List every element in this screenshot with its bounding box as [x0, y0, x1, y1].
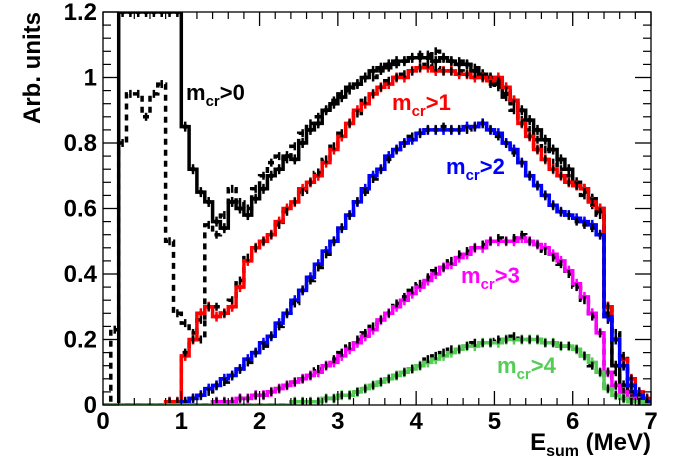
series-label-4: mcr>4	[497, 353, 557, 383]
series-layer	[103, 12, 651, 405]
series-0-sim-point	[221, 225, 227, 231]
series-0-sim-point	[542, 137, 548, 143]
series-3-data-line	[103, 232, 651, 405]
x-tick-label: 1	[175, 408, 188, 435]
series-0-sim-point	[292, 156, 298, 162]
series-3	[103, 230, 651, 405]
series-0-sim-point	[566, 166, 572, 172]
series-0-sim-point	[237, 205, 243, 212]
labels-layer: 0 1 2 3 4 5 6 7 0 0.2 0.4 0.6 0.8 1 1.2 Arb. units Esum …	[19, 0, 658, 460]
series-1-sim-point	[237, 284, 243, 290]
series-1-sim-point	[198, 310, 204, 316]
series-0-sim-point	[182, 124, 188, 130]
x-tick-label: 0	[96, 408, 109, 435]
series-0-sim-point	[534, 127, 541, 133]
series-2-simulation-line	[103, 121, 651, 405]
x-axis-title: Esum (MeV)	[530, 429, 651, 460]
y-tick-label: 0.6	[64, 196, 97, 223]
y-tick-label: 0	[84, 392, 97, 419]
series-1-sim-point	[213, 313, 220, 320]
y-tick-label: 1	[84, 65, 97, 92]
axes-layer	[102, 11, 652, 406]
series-0-sim-point	[370, 68, 376, 74]
x-tick-label: 3	[331, 408, 344, 435]
series-0-sim-point	[229, 199, 235, 205]
y-tick-label: 0.4	[64, 261, 98, 288]
series-label-1: mcr>1	[392, 90, 451, 120]
x-tick-label: 5	[488, 408, 501, 435]
series-0-sim-point	[300, 140, 306, 146]
series-label-3: mcr>3	[461, 263, 520, 293]
series-0-sim-point	[519, 107, 525, 113]
series-0-sim-point	[307, 127, 314, 133]
y-tick-label: 0.8	[64, 130, 97, 157]
y-tick-label: 1.2	[64, 0, 97, 26]
series-0-simulation-line	[103, 12, 651, 405]
series-0-sim-point	[213, 219, 220, 225]
series-0-sim-point	[206, 199, 212, 205]
series-1-sim-point	[229, 304, 235, 310]
series-0-sim-point	[260, 186, 267, 192]
x-tick-label: 7	[644, 408, 657, 435]
series-2	[103, 118, 651, 405]
series-0-sim-point	[276, 166, 282, 172]
x-tick-label: 4	[409, 408, 423, 435]
x-tick-label: 6	[566, 408, 579, 435]
series-0-sim-point	[527, 117, 533, 123]
series-0-sim-point	[613, 363, 619, 369]
series-0-sim-point	[433, 58, 439, 64]
series-4	[103, 332, 651, 405]
y-tick-label: 0.2	[64, 327, 97, 354]
series-0-sim-point	[315, 120, 321, 126]
series-0-sim-point	[190, 166, 196, 172]
series-label-2: mcr>2	[446, 154, 505, 184]
series-0-sim-point	[268, 173, 274, 179]
y-axis-title: Arb. units	[19, 12, 46, 124]
series-label-0: mcr>0	[186, 80, 245, 110]
series-0-sim-point	[245, 212, 251, 218]
series-0-sim-point	[558, 156, 564, 162]
series-0-sim-point	[253, 196, 259, 202]
series-0-sim-point	[198, 189, 204, 195]
x-tick-label: 2	[253, 408, 266, 435]
series-0-sim-point	[550, 146, 556, 153]
